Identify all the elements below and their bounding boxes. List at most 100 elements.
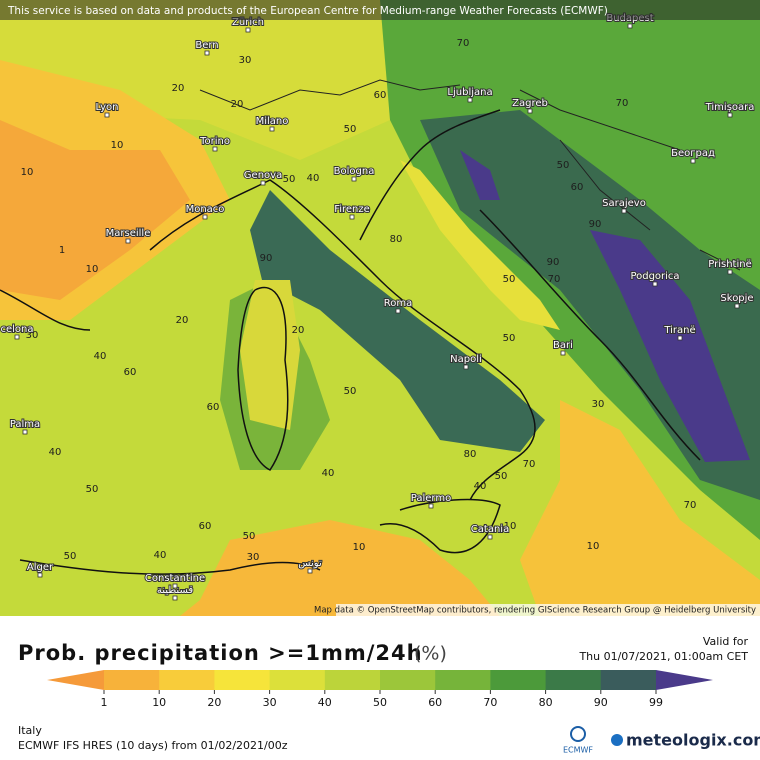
contour-label: 50 — [344, 124, 357, 135]
contour-label: 50 — [557, 160, 570, 171]
contour-label: 20 — [292, 325, 305, 336]
colorbar-tick-label: 90 — [594, 696, 608, 709]
credits-box — [336, 604, 760, 616]
contour-label: 70 — [523, 459, 536, 470]
colorbar-segment — [435, 670, 491, 690]
contour-label: 90 — [589, 219, 602, 230]
colorbar-segment — [380, 670, 436, 690]
city-label: Catania — [471, 524, 509, 535]
contour-label: 10 — [111, 140, 124, 151]
contour-label: 90 — [547, 257, 560, 268]
city-label: celona — [0, 324, 33, 335]
city-label: Sarajevo — [602, 198, 646, 209]
legend-title: Prob. precipitation >=1mm/24h — [18, 641, 423, 665]
colorbar-tick-label: 50 — [373, 696, 387, 709]
city-marker — [734, 303, 740, 309]
city-label: Torino — [199, 136, 230, 147]
city-label: Timișoara — [705, 102, 755, 113]
colorbar-tick-label: 20 — [207, 696, 221, 709]
city-marker — [627, 23, 633, 29]
contour-label: 10 — [504, 521, 517, 532]
contour-label: 70 — [457, 38, 470, 49]
city-marker — [37, 572, 43, 578]
field — [460, 150, 500, 200]
city-marker — [527, 108, 533, 114]
city-marker — [677, 335, 683, 341]
city-label: Lyon — [95, 102, 118, 113]
city-label: Monaco — [186, 204, 225, 215]
contour-label: 30 — [592, 399, 605, 410]
city-marker — [104, 112, 110, 118]
city-marker — [172, 583, 178, 589]
city-marker — [172, 595, 178, 601]
ecmwf-logo: ECMWF — [563, 746, 593, 755]
city-label: Marseille — [106, 228, 151, 239]
city-marker — [395, 308, 401, 314]
city-label: Bologna — [334, 166, 375, 177]
legend: Prob. precipitation >=1mm/24h (%) Valid … — [18, 635, 760, 755]
ecmwf-icon — [570, 726, 586, 742]
attribution-bar — [0, 0, 760, 20]
city-label: Constantine — [145, 573, 205, 584]
valid-time: Thu 01/07/2021, 01:00am CET — [578, 650, 748, 663]
city-label: Bern — [195, 40, 218, 51]
field — [400, 160, 560, 330]
contour-label: 90 — [260, 253, 273, 264]
coastline — [0, 109, 701, 575]
brand-icon — [611, 734, 623, 746]
colorbar-segment — [490, 670, 547, 690]
city-marker — [260, 180, 266, 186]
city-label: Београд — [671, 148, 715, 159]
contour-label: 10 — [21, 167, 34, 178]
contour-label: 50 — [86, 484, 99, 495]
colorbar-segment — [214, 670, 271, 690]
contour-label: 80 — [464, 449, 477, 460]
city-marker — [487, 534, 493, 540]
contour-label: 60 — [374, 90, 387, 101]
contour-label: 10 — [86, 264, 99, 275]
colorbar-tick-label: 80 — [539, 696, 553, 709]
field — [180, 520, 500, 616]
contour-label: 10 — [353, 542, 366, 553]
contour-label: 50 — [64, 551, 77, 562]
city-marker — [202, 214, 208, 220]
colorbar: 1 10 20 30 40 50 60 70 80 90 99 — [47, 670, 713, 709]
colorbar-segment — [600, 670, 657, 690]
contour-label: 50 — [495, 471, 508, 482]
contour-label: 50 — [503, 274, 516, 285]
contour-label: 20 — [231, 99, 244, 110]
border — [199, 79, 741, 271]
colorbar-tick-label: 60 — [428, 696, 442, 709]
contour-label: 30 — [26, 330, 39, 341]
colorbar-segment — [545, 670, 602, 690]
city-label: Palermo — [411, 493, 451, 504]
contour-label: 20 — [176, 315, 189, 326]
city-marker — [727, 112, 733, 118]
contour-label: 80 — [390, 234, 403, 245]
contour-label: 1 — [59, 245, 65, 256]
field — [0, 120, 190, 300]
contour-label: 70 — [616, 98, 629, 109]
city-marker — [245, 27, 251, 33]
city-marker — [560, 350, 566, 356]
city-marker — [463, 364, 469, 370]
brand: meteologix.com — [626, 731, 760, 750]
city-label: تونس — [298, 558, 322, 569]
colorbar-tick-label: 10 — [152, 696, 166, 709]
colorbar-segment — [269, 670, 326, 690]
contour-label: 40 — [154, 550, 167, 561]
city-marker — [269, 126, 275, 132]
region: Italy — [18, 724, 42, 737]
contour-label: 60 — [571, 182, 584, 193]
city-label: Skopje — [720, 293, 753, 304]
contour-label: 40 — [322, 468, 335, 479]
field — [590, 230, 750, 462]
city-label: Milano — [256, 116, 289, 127]
colorbar-arrow — [656, 670, 713, 690]
contour-label: 50 — [503, 333, 516, 344]
contour-label: 20 — [172, 83, 185, 94]
city-label: Podgorica — [630, 271, 679, 282]
contour-label: 30 — [239, 55, 252, 66]
city-marker — [727, 269, 733, 275]
